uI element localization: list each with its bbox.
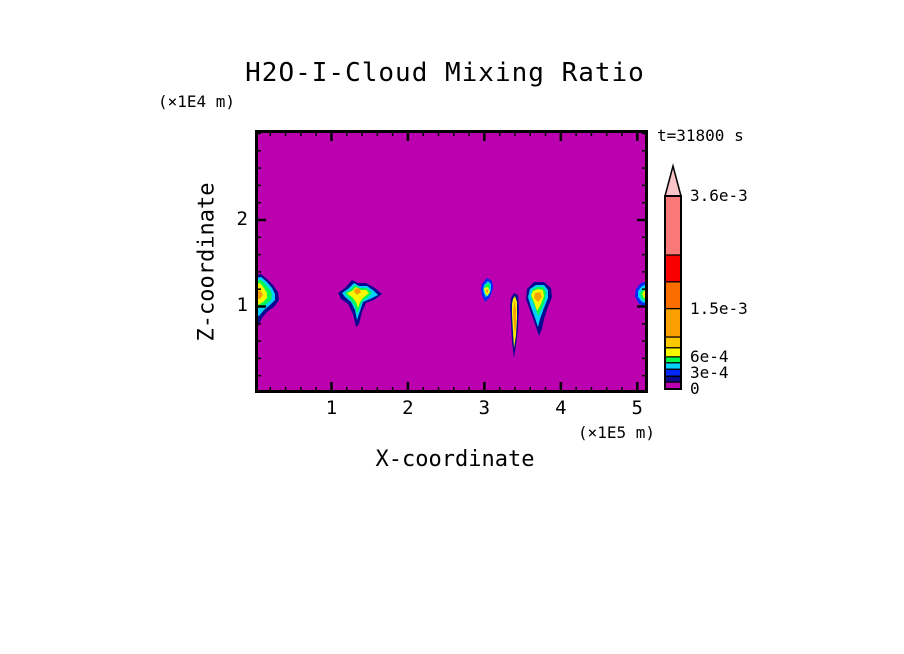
x-axis-title: X-coordinate	[375, 447, 535, 472]
y-tick-label: 2	[236, 207, 248, 230]
colorbar-segment	[664, 362, 682, 370]
colorbar-segment	[664, 307, 682, 338]
cloud-blob-small-tilted	[481, 278, 493, 302]
colorbar-segment	[664, 336, 682, 349]
colorbar	[664, 163, 682, 390]
colorbar-segment	[664, 195, 682, 256]
time-stamp-label: t=31800 s	[657, 126, 744, 145]
y-axis-unit: (×1E4 m)	[158, 92, 236, 111]
y-axis-title: Z-coordinate	[194, 182, 220, 342]
colorbar-segment	[664, 281, 682, 310]
x-tick-label: 4	[555, 397, 567, 419]
x-axis-unit: (×1E5 m)	[577, 423, 655, 442]
cloud-blob-star	[338, 280, 382, 327]
colorbar-segment	[664, 347, 682, 358]
colorbar-label: 3e-4	[690, 362, 729, 382]
colorbar-segment	[664, 375, 682, 383]
colorbar-label: 1.5e-3	[690, 298, 748, 318]
x-tick-label: 1	[325, 397, 338, 419]
colorbar-label: 6e-4	[690, 346, 729, 366]
chart-title: H2O-I-Cloud Mixing Ratio	[245, 58, 645, 88]
colorbar-label: 3.6e-3	[690, 186, 748, 205]
y-tick-label: 1	[236, 294, 248, 317]
colorbar-segment	[664, 356, 682, 364]
cloud-streak-vertical	[510, 293, 519, 358]
x-tick-label: 5	[631, 397, 643, 419]
cloud-blob-teardrop	[526, 282, 552, 336]
heatmap-plot-area	[255, 130, 648, 393]
colorbar-overflow-arrow	[664, 163, 682, 197]
x-tick-label: 2	[402, 397, 414, 419]
colorbar-segment	[664, 254, 682, 283]
colorbar-segment	[664, 368, 682, 377]
colorbar-label: 0	[690, 379, 700, 398]
x-tick-label: 3	[478, 397, 491, 419]
colorbar-segment	[664, 381, 682, 390]
